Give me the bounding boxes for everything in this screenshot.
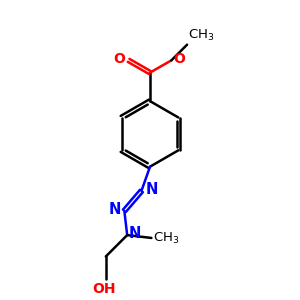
Text: N: N: [129, 226, 141, 241]
Text: N: N: [108, 202, 121, 217]
Text: CH$_3$: CH$_3$: [188, 28, 215, 43]
Text: CH$_3$: CH$_3$: [153, 230, 179, 245]
Text: O: O: [173, 52, 185, 66]
Text: OH: OH: [93, 282, 116, 296]
Text: N: N: [145, 182, 158, 197]
Text: O: O: [113, 52, 125, 66]
